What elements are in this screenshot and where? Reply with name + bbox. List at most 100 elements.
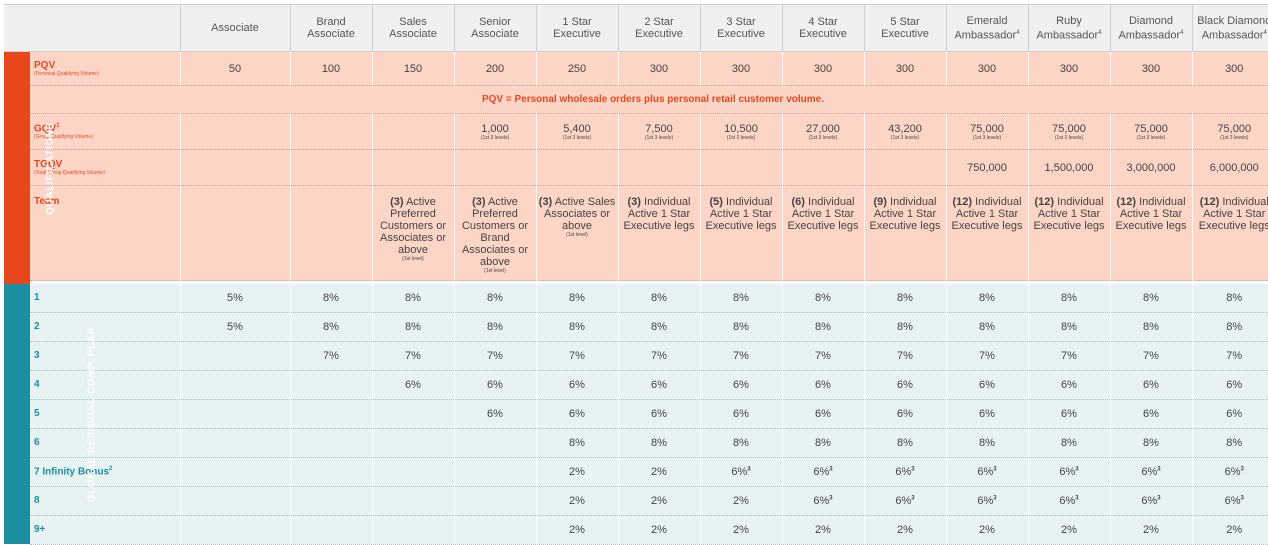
level-row: 2 5% 8% 8% 8% 8% 8% 8% 8% 8% 8% 8% 8% 8% [4, 312, 1268, 342]
level-value [289, 399, 372, 429]
level-value: 8% [945, 312, 1028, 342]
level-value [179, 341, 290, 371]
level-value: 8% [535, 284, 618, 313]
level-value: 6% [1191, 370, 1268, 400]
team-value: (3) Active Sales Associates or above (1st… [535, 185, 618, 281]
team-value: (3) Active Preferred Customers or Associ… [371, 185, 454, 281]
rank-header: Sales Associate [371, 4, 454, 52]
level-value: 8% [371, 284, 454, 313]
level-value: 8% [371, 312, 454, 342]
level-label: 9+ [30, 515, 180, 545]
level-value: 8% [289, 312, 372, 342]
team-value [289, 185, 372, 281]
level-value: 6% [945, 399, 1028, 429]
level-value: 2% [945, 515, 1028, 545]
level-value: 5% [179, 284, 290, 313]
level-value: 8% [1191, 428, 1268, 458]
gqv-value: 75,000 (1st 3 levels) [1027, 113, 1110, 150]
level-value: 6% [1027, 370, 1110, 400]
pqv-value: 200 [453, 51, 536, 86]
pqv-value: 250 [535, 51, 618, 86]
level-value: 8% [1109, 284, 1192, 313]
level-row: 3 7% 7% 7% 7% 7% 7% 7% 7% 7% 7% 7% 7% [4, 341, 1268, 371]
level-value: 6%3 [781, 486, 864, 516]
level-value: 6%3 [863, 457, 946, 487]
level-value: 8% [863, 284, 946, 313]
rank-header: 2 Star Executive [617, 4, 700, 52]
level-value [371, 428, 454, 458]
level-value: 8% [453, 284, 536, 313]
tgqv-value: 750,000 [945, 149, 1028, 186]
gqv-value: 1,000 (1st 3 levels) [453, 113, 536, 150]
level-value [179, 428, 290, 458]
header-blank [4, 4, 180, 52]
rank-header: Emerald Ambassador4 [945, 4, 1028, 52]
level-value: 8% [1027, 284, 1110, 313]
level-label: 5 [30, 399, 180, 429]
pqv-value: 150 [371, 51, 454, 86]
tgqv-value [781, 149, 864, 186]
level-value: 8% [945, 428, 1028, 458]
gqv-value: 5,400 (1st 3 levels) [535, 113, 618, 150]
level-value [179, 370, 290, 400]
pqv-sublabel: (Personal Qualifying Volume) [34, 71, 99, 77]
level-value: 8% [535, 428, 618, 458]
level-row: 8 2% 2% 2% 6%3 6%3 6%3 6%3 6%3 6%3 [4, 486, 1268, 516]
tgqv-value [453, 149, 536, 186]
tgqv-value [617, 149, 700, 186]
level-value [371, 515, 454, 545]
gqv-sublabel: (Group Qualifying Volume) [34, 134, 93, 141]
level-value: 2% [617, 457, 700, 487]
level-value: 2% [1109, 515, 1192, 545]
tgqv-label: TGQV [34, 159, 63, 170]
rank-header: Brand Associate [289, 4, 372, 52]
level-value: 7% [371, 341, 454, 371]
tgqv-sublabel: (Total Group Qualifying Volume) [34, 170, 105, 176]
level-value: 2% [617, 486, 700, 516]
level-value: 2% [535, 515, 618, 545]
level-value: 8% [945, 284, 1028, 313]
level-value: 8% [1027, 428, 1110, 458]
level-value: 2% [699, 515, 782, 545]
pqv-value: 300 [617, 51, 700, 86]
pqv-value: 300 [945, 51, 1028, 86]
level-value: 6%3 [781, 457, 864, 487]
gqv-value: 27,000 (1st 3 levels) [781, 113, 864, 150]
pqv-row: QUALIFICATIONS PQV (Personal Qualifying V… [4, 51, 1268, 284]
level-value: 6%3 [1109, 486, 1192, 516]
level-value: 6% [781, 399, 864, 429]
team-value: (6) Individual Active 1 Star Executive l… [781, 185, 864, 281]
gqv-label: GQV1 [34, 122, 60, 135]
level-value: 2% [699, 486, 782, 516]
team-value [179, 185, 290, 281]
rank-header: Associate [179, 4, 290, 52]
level-value [289, 370, 372, 400]
rank-header-row: Associate Brand Associate Sales Associate … [4, 4, 1268, 52]
level-value: 8% [617, 312, 700, 342]
level-value [289, 428, 372, 458]
level-value: 8% [781, 428, 864, 458]
rank-header: 5 Star Executive [863, 4, 946, 52]
team-value: (9) Individual Active 1 Star Executive l… [863, 185, 946, 281]
rank-header: Black Diamond Ambassador4 [1191, 4, 1268, 52]
level-row: 6 8% 8% 8% 8% 8% 8% 8% 8% 8% [4, 428, 1268, 458]
tgqv-value: 3,000,000 [1109, 149, 1192, 186]
gqv-value: 75,000 (1st 3 levels) [1109, 113, 1192, 150]
level-value [371, 457, 454, 487]
team-label: Team [34, 196, 60, 207]
gqv-row: GQV1 (Group Qualifying Volume) 1,000 (1st … [4, 113, 1268, 150]
level-value: 2% [535, 486, 618, 516]
level-value: 2% [863, 515, 946, 545]
level-value [289, 486, 372, 516]
rank-comparison-table: Associate Brand Associate Sales Associate … [4, 4, 1268, 545]
level-value: 2% [617, 515, 700, 545]
level-value: 8% [453, 312, 536, 342]
level-value: 6% [945, 370, 1028, 400]
level-value [453, 486, 536, 516]
pqv-label: PQV [34, 60, 56, 71]
gqv-value [179, 113, 290, 150]
level-value: 2% [781, 515, 864, 545]
pqv-value: 300 [781, 51, 864, 86]
level-value: 8% [781, 312, 864, 342]
level-row: 4 6% 6% 6% 6% 6% 6% 6% 6% 6% 6% 6% [4, 370, 1268, 400]
